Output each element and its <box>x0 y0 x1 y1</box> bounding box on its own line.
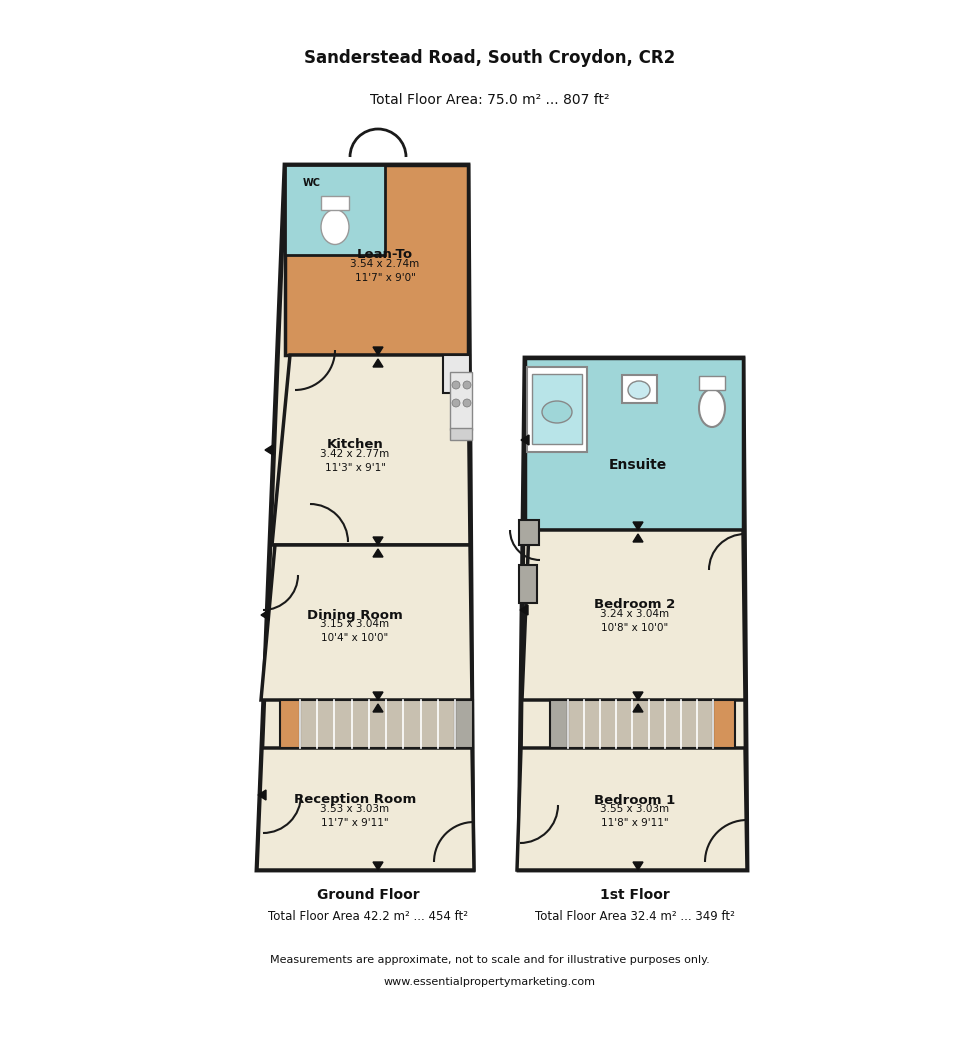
Polygon shape <box>519 358 747 870</box>
Bar <box>568 700 713 748</box>
Ellipse shape <box>628 381 650 399</box>
Bar <box>550 700 568 748</box>
Polygon shape <box>517 748 747 870</box>
Text: Sanderstead Road, South Croydon, CR2: Sanderstead Road, South Croydon, CR2 <box>305 49 675 67</box>
Polygon shape <box>373 862 383 870</box>
Polygon shape <box>633 704 643 712</box>
Bar <box>443 355 470 393</box>
Text: 3.55 x 3.03m
11'8" x 9'11": 3.55 x 3.03m 11'8" x 9'11" <box>601 804 669 828</box>
Text: 3.42 x 2.77m
11'3" x 9'1": 3.42 x 2.77m 11'3" x 9'1" <box>320 449 390 473</box>
Text: Measurements are approximate, not to scale and for illustrative purposes only.: Measurements are approximate, not to sca… <box>270 955 710 965</box>
Polygon shape <box>522 530 745 700</box>
Polygon shape <box>373 692 383 700</box>
Text: 3.54 x 2.74m
11'7" x 9'0": 3.54 x 2.74m 11'7" x 9'0" <box>351 259 419 283</box>
Polygon shape <box>258 790 266 800</box>
Text: 3.24 x 3.04m
10'8" x 10'0": 3.24 x 3.04m 10'8" x 10'0" <box>601 609 669 633</box>
Polygon shape <box>257 748 474 870</box>
Polygon shape <box>633 522 643 530</box>
Text: Total Floor Area 32.4 m² ... 349 ft²: Total Floor Area 32.4 m² ... 349 ft² <box>535 910 735 923</box>
Text: Total Floor Area: 75.0 m² ... 807 ft²: Total Floor Area: 75.0 m² ... 807 ft² <box>370 93 610 107</box>
Polygon shape <box>373 537 383 545</box>
Bar <box>450 372 472 430</box>
Bar <box>321 196 349 210</box>
Text: Bedroom 2: Bedroom 2 <box>595 598 675 612</box>
Polygon shape <box>633 692 643 700</box>
Polygon shape <box>261 610 269 620</box>
Polygon shape <box>257 165 473 870</box>
Circle shape <box>452 381 460 389</box>
Bar <box>519 520 539 545</box>
Circle shape <box>463 381 471 389</box>
Bar <box>285 165 385 255</box>
Text: www.essentialpropertymarketing.com: www.essentialpropertymarketing.com <box>384 977 596 987</box>
Bar <box>622 376 657 403</box>
Polygon shape <box>633 862 643 870</box>
Polygon shape <box>261 545 472 700</box>
Text: Total Floor Area 42.2 m² ... 454 ft²: Total Floor Area 42.2 m² ... 454 ft² <box>268 910 468 923</box>
Polygon shape <box>525 358 743 530</box>
Bar <box>713 700 735 748</box>
Polygon shape <box>373 347 383 355</box>
Bar <box>450 428 472 440</box>
Text: Ensuite: Ensuite <box>609 458 667 472</box>
Bar <box>527 367 587 452</box>
Ellipse shape <box>699 389 725 427</box>
Text: WC: WC <box>303 178 321 188</box>
Polygon shape <box>520 605 528 615</box>
Bar <box>280 700 310 748</box>
Text: Bedroom 1: Bedroom 1 <box>595 794 675 806</box>
Text: 3.53 x 3.03m
11'7" x 9'11": 3.53 x 3.03m 11'7" x 9'11" <box>320 804 390 828</box>
Text: Kitchen: Kitchen <box>326 438 383 452</box>
Bar <box>699 376 725 390</box>
Polygon shape <box>373 549 383 558</box>
Bar <box>519 565 537 602</box>
Polygon shape <box>285 165 468 355</box>
Circle shape <box>452 399 460 407</box>
Polygon shape <box>265 445 273 455</box>
Text: 1st Floor: 1st Floor <box>600 888 670 902</box>
Ellipse shape <box>321 209 349 245</box>
Ellipse shape <box>542 401 572 423</box>
Text: Ground Floor: Ground Floor <box>317 888 419 902</box>
Polygon shape <box>633 535 643 542</box>
Text: Reception Room: Reception Room <box>294 794 416 806</box>
Bar <box>300 700 455 748</box>
Polygon shape <box>373 704 383 712</box>
Polygon shape <box>521 435 529 445</box>
Polygon shape <box>373 359 383 367</box>
Text: Lean-To: Lean-To <box>357 249 413 262</box>
Polygon shape <box>272 355 470 545</box>
Bar <box>455 700 473 748</box>
Text: 3.15 x 3.04m
10'4" x 10'0": 3.15 x 3.04m 10'4" x 10'0" <box>320 619 390 643</box>
Circle shape <box>463 399 471 407</box>
Text: Dining Room: Dining Room <box>307 609 403 621</box>
Bar <box>532 374 582 444</box>
